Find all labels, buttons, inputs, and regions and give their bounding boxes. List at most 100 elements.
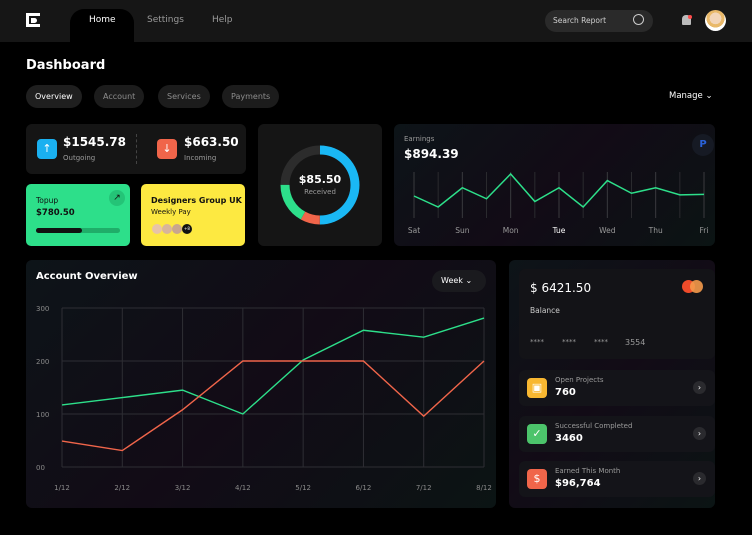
x-tick-label: 4/12	[235, 484, 251, 492]
x-tick-label: 3/12	[175, 484, 191, 492]
earnings-chart: Sat Sun Mon Tue Wed Thu Fri	[408, 172, 709, 235]
chevron-right-icon[interactable]: ›	[693, 472, 706, 485]
more-members: +8	[182, 224, 192, 234]
day-label: Thu	[648, 226, 663, 235]
period-label: Week	[441, 276, 463, 285]
chevron-down-icon: ⌄	[705, 91, 713, 101]
period-dropdown[interactable]: Week ⌄	[432, 270, 486, 292]
search-icon[interactable]	[633, 14, 644, 25]
overview-title: Account Overview	[36, 271, 138, 282]
mastercard-icon	[690, 280, 703, 293]
x-tick-label: 7/12	[416, 484, 432, 492]
topup-progress	[36, 228, 120, 233]
tab-account[interactable]: Account	[94, 85, 145, 108]
day-label: Tue	[552, 226, 566, 235]
x-tick-label: 2/12	[114, 484, 130, 492]
manage-dropdown[interactable]: Manage ⌄	[669, 91, 713, 101]
member-avatar	[152, 224, 162, 234]
day-label: Wed	[599, 226, 616, 235]
stat-label: Earned This Month	[555, 467, 621, 475]
search-placeholder: Search Report	[553, 16, 607, 25]
topup-card[interactable]: Topup $780.50 ↗	[26, 184, 130, 246]
nav-home[interactable]: Home	[89, 15, 116, 25]
dollar-icon: $	[527, 469, 547, 489]
briefcase-icon: ▣	[527, 378, 547, 398]
stat-label: Open Projects	[555, 376, 604, 384]
check-circle-icon: ✓	[527, 424, 547, 444]
series-line	[61, 360, 485, 452]
group-subtitle: Weekly Pay	[151, 208, 191, 216]
received-card: $85.50 Received	[258, 124, 382, 246]
stat-earned[interactable]: $ Earned This Month $96,764 ›	[519, 461, 715, 497]
arrow-up-right-icon[interactable]: ↗	[109, 190, 125, 206]
bell-icon[interactable]	[682, 15, 691, 25]
day-label: Sun	[455, 226, 470, 235]
topup-value: $780.50	[36, 208, 75, 218]
earnings-card: Earnings $894.39 P Sat Sun Mon Tue Wed Thu Fri	[394, 124, 715, 246]
divider	[136, 134, 137, 164]
group-card[interactable]: Designers Group UK Weekly Pay +8	[141, 184, 245, 246]
card-last4: 3554	[625, 338, 646, 347]
donut-chart	[280, 145, 360, 225]
earnings-label: Earnings	[404, 135, 435, 143]
day-label: Sat	[408, 226, 420, 235]
nav-settings[interactable]: Settings	[147, 15, 184, 25]
page-title: Dashboard	[26, 58, 106, 73]
balance-label: Balance	[530, 306, 560, 315]
outgoing-value: $1545.78	[63, 135, 127, 149]
incoming-label: Incoming	[184, 154, 217, 162]
incoming-value: $663.50	[184, 135, 239, 149]
received-value: $85.50	[298, 173, 342, 186]
day-label: Mon	[503, 226, 519, 235]
earnings-value: $894.39	[404, 147, 459, 161]
y-tick-label: 200	[36, 358, 49, 366]
masked-digits: ****	[562, 338, 576, 346]
account-overview-card: Account Overview Week ⌄ 300 200 100 00 1/12 2…	[26, 260, 496, 508]
arrow-up-icon: ↑	[37, 139, 57, 159]
topup-label: Topup	[36, 196, 59, 205]
received-label: Received	[304, 188, 336, 196]
group-title: Designers Group UK	[151, 196, 242, 205]
outgoing-label: Outgoing	[63, 154, 96, 162]
day-label: Fri	[700, 226, 709, 235]
home-tab-bg	[70, 9, 134, 42]
arrow-down-icon: ↓	[157, 139, 177, 159]
search-input[interactable]: Search Report	[545, 10, 653, 32]
x-tick-label: 5/12	[295, 484, 311, 492]
avatar[interactable]	[705, 10, 726, 31]
manage-label: Manage	[669, 91, 703, 101]
balance-value: $ 6421.50	[530, 281, 592, 295]
y-tick-label: 100	[36, 411, 49, 419]
stat-value: $96,764	[555, 478, 601, 489]
chevron-right-icon[interactable]: ›	[693, 381, 706, 394]
overview-chart: 300 200 100 00 1/12 2/12 3/12 4/12 5/12 6/12 7/12 8…	[36, 305, 492, 492]
logo-icon[interactable]	[26, 13, 40, 27]
tab-payments[interactable]: Payments	[222, 85, 280, 108]
earnings-line	[413, 172, 705, 209]
tab-services[interactable]: Services	[158, 85, 210, 108]
stat-value: 3460	[555, 433, 583, 444]
donut-segment	[280, 145, 360, 225]
x-tick-label: 1/12	[54, 484, 70, 492]
nav-help[interactable]: Help	[212, 15, 233, 25]
y-tick-label: 00	[36, 464, 45, 472]
stat-completed[interactable]: ✓ Successful Completed 3460 ›	[519, 416, 715, 452]
y-tick-label: 300	[36, 305, 49, 313]
masked-digits: ****	[594, 338, 608, 346]
stat-value: 760	[555, 387, 576, 398]
series-line	[61, 317, 485, 415]
chevron-down-icon: ⌄	[465, 276, 473, 285]
x-tick-label: 6/12	[356, 484, 372, 492]
x-tick-label: 8/12	[476, 484, 492, 492]
chevron-right-icon[interactable]: ›	[693, 427, 706, 440]
member-avatar	[172, 224, 182, 234]
notification-dot	[688, 15, 692, 19]
bank-card[interactable]: $ 6421.50 Balance **** **** **** 3554	[519, 269, 715, 359]
stat-label: Successful Completed	[555, 422, 633, 430]
masked-digits: ****	[530, 338, 544, 346]
tab-overview[interactable]: Overview	[26, 85, 82, 108]
paypal-icon[interactable]: P	[692, 134, 714, 156]
stat-open-projects[interactable]: ▣ Open Projects 760 ›	[519, 370, 715, 406]
member-avatar	[162, 224, 172, 234]
donut-segment	[280, 145, 360, 225]
